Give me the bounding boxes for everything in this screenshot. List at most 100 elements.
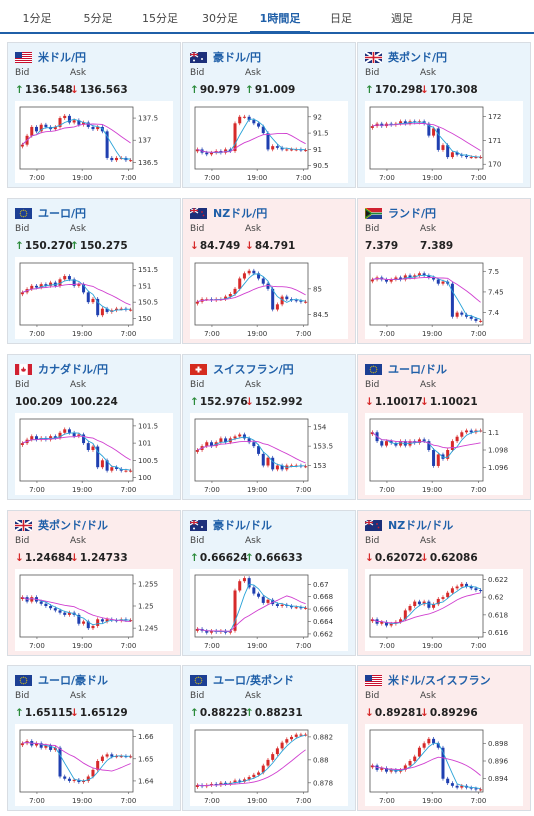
candle bbox=[233, 780, 237, 783]
candle bbox=[39, 124, 43, 132]
tab-15min[interactable]: 15分足 bbox=[142, 12, 178, 25]
x-tick-label: 7:00 bbox=[204, 486, 220, 494]
rate-card[interactable]: スイスフラン/円 Bid Ask ↑152.976 ↓152.992 154 15… bbox=[182, 354, 356, 500]
rate-card[interactable]: NZドル/円 Bid Ask ↓84.749 ↓84.791 85 84.5 7:0… bbox=[182, 198, 356, 344]
candle bbox=[455, 152, 459, 155]
rate-card[interactable]: 米ドル/円 Bid Ask ↑136.548 ↓136.563 137.5 137… bbox=[7, 42, 181, 188]
candle bbox=[53, 747, 57, 750]
currency-pair-link[interactable]: ユーロ/豪ドル bbox=[38, 674, 109, 687]
y-tick-label: 1.098 bbox=[488, 447, 508, 455]
candle bbox=[261, 126, 265, 134]
candle bbox=[82, 122, 86, 125]
bid-value: 0.89281 bbox=[374, 707, 423, 719]
price-chart[interactable]: 151.5 151 150.5 150 7:00 19:00 7:00 bbox=[15, 257, 173, 339]
price-chart[interactable]: 137.5 137 136.5 7:00 19:00 7:00 bbox=[15, 101, 173, 183]
price-chart[interactable]: 92 91.5 91 90.5 7:00 19:00 7:00 bbox=[190, 101, 348, 183]
price-chart[interactable]: 0.882 0.88 0.878 7:00 19:00 7:00 bbox=[190, 724, 348, 806]
rate-card[interactable]: ユーロ/英ポンド Bid Ask ↑0.88223 ↑0.88231 0.882… bbox=[182, 665, 356, 811]
price-chart[interactable]: 1.255 1.25 1.245 7:00 19:00 7:00 bbox=[15, 569, 173, 651]
rate-card[interactable]: ユーロ/ドル Bid Ask ↓1.10017 ↓1.10021 1.1 1.09… bbox=[357, 354, 531, 500]
ask-price: ↑150.275 bbox=[70, 240, 128, 252]
y-tick-label: 101 bbox=[138, 440, 151, 448]
price-chart[interactable]: 7.5 7.45 7.4 7:00 19:00 7:00 bbox=[365, 257, 523, 339]
currency-pair-link[interactable]: ユーロ/ドル bbox=[388, 363, 448, 376]
candle bbox=[115, 157, 119, 161]
price-chart[interactable]: 0.67 0.668 0.666 0.664 0.662 7:00 19:00 7:00 bbox=[190, 569, 348, 651]
candle bbox=[233, 436, 237, 439]
tab-1hour[interactable]: 1時間足 bbox=[250, 0, 310, 34]
currency-pair-link[interactable]: 米ドル/スイスフラン bbox=[388, 674, 491, 687]
candle bbox=[252, 442, 256, 447]
currency-pair-link[interactable]: スイスフラン/円 bbox=[213, 363, 294, 376]
candle bbox=[252, 774, 256, 778]
rate-card[interactable]: カナダドル/円 Bid Ask 100.209 100.224 101.5 101… bbox=[7, 354, 181, 500]
rate-card[interactable]: 豪ドル/ドル Bid Ask ↑0.66624 ↑0.66633 0.67 0.6… bbox=[182, 510, 356, 656]
candle bbox=[34, 285, 38, 288]
currency-pair-link[interactable]: 米ドル/円 bbox=[38, 51, 87, 64]
tab-daily[interactable]: 日足 bbox=[330, 12, 352, 25]
currency-pair-link[interactable]: 豪ドル/ドル bbox=[213, 519, 273, 532]
rate-card[interactable]: 豪ドル/円 Bid Ask ↑90.979 ↑91.009 92 91.5 91 90… bbox=[182, 42, 356, 188]
price-chart[interactable]: 85 84.5 7:00 19:00 7:00 bbox=[190, 257, 348, 339]
x-tick-label: 7:00 bbox=[296, 174, 312, 182]
price-chart[interactable]: 101.5 101 100.5 100 7:00 19:00 7:00 bbox=[15, 413, 173, 495]
y-tick-label: 91.5 bbox=[313, 130, 329, 138]
y-tick-label: 0.898 bbox=[488, 740, 508, 748]
rate-card[interactable]: NZドル/ドル Bid Ask ↓0.62072 ↓0.62086 0.622 0… bbox=[357, 510, 531, 656]
ma-long-line bbox=[372, 592, 481, 624]
arrow-up-icon: ↑ bbox=[15, 84, 24, 96]
rate-card[interactable]: 米ドル/スイスフラン Bid Ask ↓0.89281 ↓0.89296 0.8… bbox=[357, 665, 531, 811]
y-tick-label: 150 bbox=[138, 315, 151, 323]
candle bbox=[408, 761, 412, 766]
candle bbox=[403, 121, 407, 124]
bid-label: Bid bbox=[15, 224, 30, 234]
y-tick-label: 1.65 bbox=[138, 755, 154, 763]
chart-frame bbox=[194, 729, 309, 793]
rate-card[interactable]: ユーロ/円 Bid Ask ↑150.270 ↑150.275 151.5 151… bbox=[7, 198, 181, 344]
ma-short-line bbox=[22, 279, 131, 312]
candle bbox=[450, 588, 454, 593]
currency-pair-link[interactable]: 英ポンド/ドル bbox=[38, 519, 109, 532]
candle bbox=[205, 152, 209, 155]
candle bbox=[417, 273, 421, 276]
ma-short-line bbox=[197, 436, 306, 468]
candle bbox=[44, 603, 48, 606]
price-chart[interactable]: 0.622 0.62 0.618 0.616 7:00 19:00 7:00 bbox=[365, 569, 523, 651]
candle bbox=[30, 597, 34, 602]
tab-monthly[interactable]: 月足 bbox=[451, 12, 473, 25]
rate-card[interactable]: 英ポンド/ドル Bid Ask ↓1.24684 ↓1.24733 1.255 1… bbox=[7, 510, 181, 656]
candle bbox=[124, 470, 128, 472]
price-chart[interactable]: 172 171 170 7:00 19:00 7:00 bbox=[365, 101, 523, 183]
rate-card[interactable]: 英ポンド/円 Bid Ask ↑170.298 ↓170.308 172 171 1… bbox=[357, 42, 531, 188]
price-chart[interactable]: 0.898 0.896 0.894 7:00 19:00 7:00 bbox=[365, 724, 523, 806]
price-chart[interactable]: 1.1 1.098 1.096 7:00 19:00 7:00 bbox=[365, 413, 523, 495]
y-tick-label: 1.245 bbox=[138, 625, 158, 633]
currency-pair-link[interactable]: NZドル/円 bbox=[213, 207, 268, 220]
tab-1min[interactable]: 1分足 bbox=[22, 12, 52, 25]
candle bbox=[436, 279, 440, 284]
candle bbox=[238, 434, 242, 437]
rate-card[interactable]: ユーロ/豪ドル Bid Ask ↑1.65115 ↓1.65129 1.66 1.… bbox=[7, 665, 181, 811]
chart-frame bbox=[19, 106, 134, 170]
candle bbox=[49, 436, 53, 440]
candle bbox=[394, 277, 398, 280]
tab-30min[interactable]: 30分足 bbox=[202, 12, 238, 25]
currency-pair-link[interactable]: NZドル/ドル bbox=[388, 519, 454, 532]
rate-card[interactable]: ランド/円 Bid Ask 7.379 7.389 7.5 7.45 7.4 7:00… bbox=[357, 198, 531, 344]
price-chart[interactable]: 1.66 1.65 1.64 7:00 19:00 7:00 bbox=[15, 724, 173, 806]
tab-weekly[interactable]: 週足 bbox=[391, 12, 413, 25]
price-chart[interactable]: 154 153.5 153 7:00 19:00 7:00 bbox=[190, 413, 348, 495]
currency-pair-link[interactable]: ユーロ/円 bbox=[38, 207, 87, 220]
candle bbox=[261, 453, 265, 466]
candle bbox=[469, 316, 473, 319]
currency-pair-link[interactable]: ランド/円 bbox=[388, 207, 437, 220]
candle bbox=[247, 578, 251, 588]
candle bbox=[304, 466, 308, 468]
currency-pair-link[interactable]: 豪ドル/円 bbox=[213, 51, 262, 64]
currency-pair-link[interactable]: カナダドル/円 bbox=[38, 363, 109, 376]
currency-pair-link[interactable]: ユーロ/英ポンド bbox=[213, 674, 295, 687]
y-tick-label: 84.5 bbox=[313, 311, 329, 319]
tab-5min[interactable]: 5分足 bbox=[83, 12, 113, 25]
currency-pair-link[interactable]: 英ポンド/円 bbox=[388, 51, 448, 64]
y-tick-label: 7.5 bbox=[488, 268, 499, 276]
